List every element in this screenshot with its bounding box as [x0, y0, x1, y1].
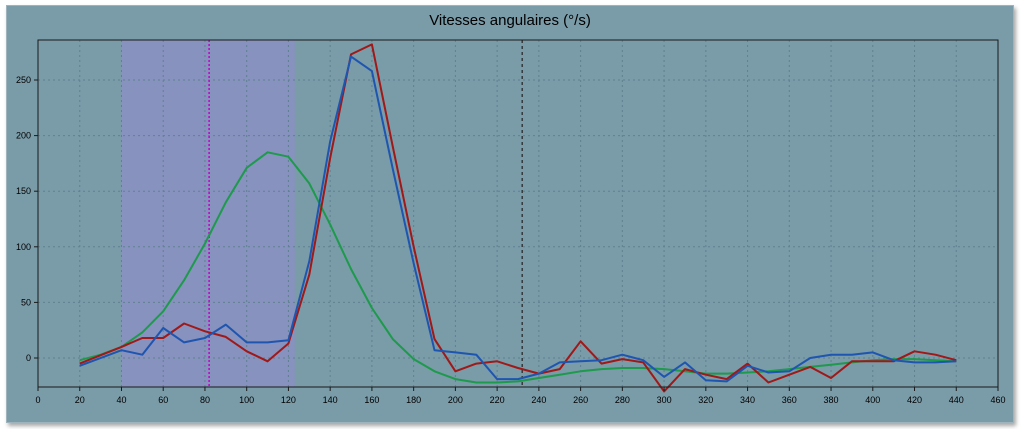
x-tick-label: 300 [657, 395, 672, 405]
y-tick-label: 50 [21, 297, 31, 307]
shaded-region [121, 40, 295, 387]
x-tick-label: 60 [158, 395, 168, 405]
x-tick-label: 380 [824, 395, 839, 405]
x-tick-label: 40 [116, 395, 126, 405]
x-tick-label: 160 [364, 395, 379, 405]
y-tick-label: 0 [26, 353, 31, 363]
x-tick-label: 460 [990, 395, 1005, 405]
series-line-2 [79, 43, 957, 393]
x-tick-label: 340 [740, 395, 755, 405]
x-tick-label: 440 [949, 395, 964, 405]
line-chart[interactable]: 0 20 40 60 80 100 120 140 160 180 200 220 240 260 280 3… [7, 6, 1013, 422]
chart-title: Vitesses angulaires (°/s) [429, 12, 591, 29]
x-tick-label: 240 [531, 395, 546, 405]
x-tick-label: 200 [448, 395, 463, 405]
x-tick-label: 260 [573, 395, 588, 405]
x-tick-label: 320 [698, 395, 713, 405]
x-tick-label: 140 [323, 395, 338, 405]
x-tick-label: 0 [35, 395, 40, 405]
x-tick-label: 280 [615, 395, 630, 405]
y-tick-label: 200 [16, 131, 31, 141]
x-tick-label: 80 [200, 395, 210, 405]
x-tick-label: 20 [75, 395, 85, 405]
chart-window: Vitesses angulaires (°/s) 0 20 40 60 80 100 12… [6, 5, 1014, 423]
x-tick-label: 400 [865, 395, 880, 405]
x-tick-label: 100 [239, 395, 254, 405]
x-tick-label: 420 [907, 395, 922, 405]
x-tick-label: 360 [782, 395, 797, 405]
x-tick-label: 120 [281, 395, 296, 405]
y-tick-label: 150 [16, 186, 31, 196]
x-tick-label: 220 [490, 395, 505, 405]
y-tick-label: 250 [16, 75, 31, 85]
x-tick-label: 180 [406, 395, 421, 405]
y-tick-label: 100 [16, 242, 31, 252]
plot-border [37, 39, 999, 388]
series-line-3 [79, 55, 957, 383]
